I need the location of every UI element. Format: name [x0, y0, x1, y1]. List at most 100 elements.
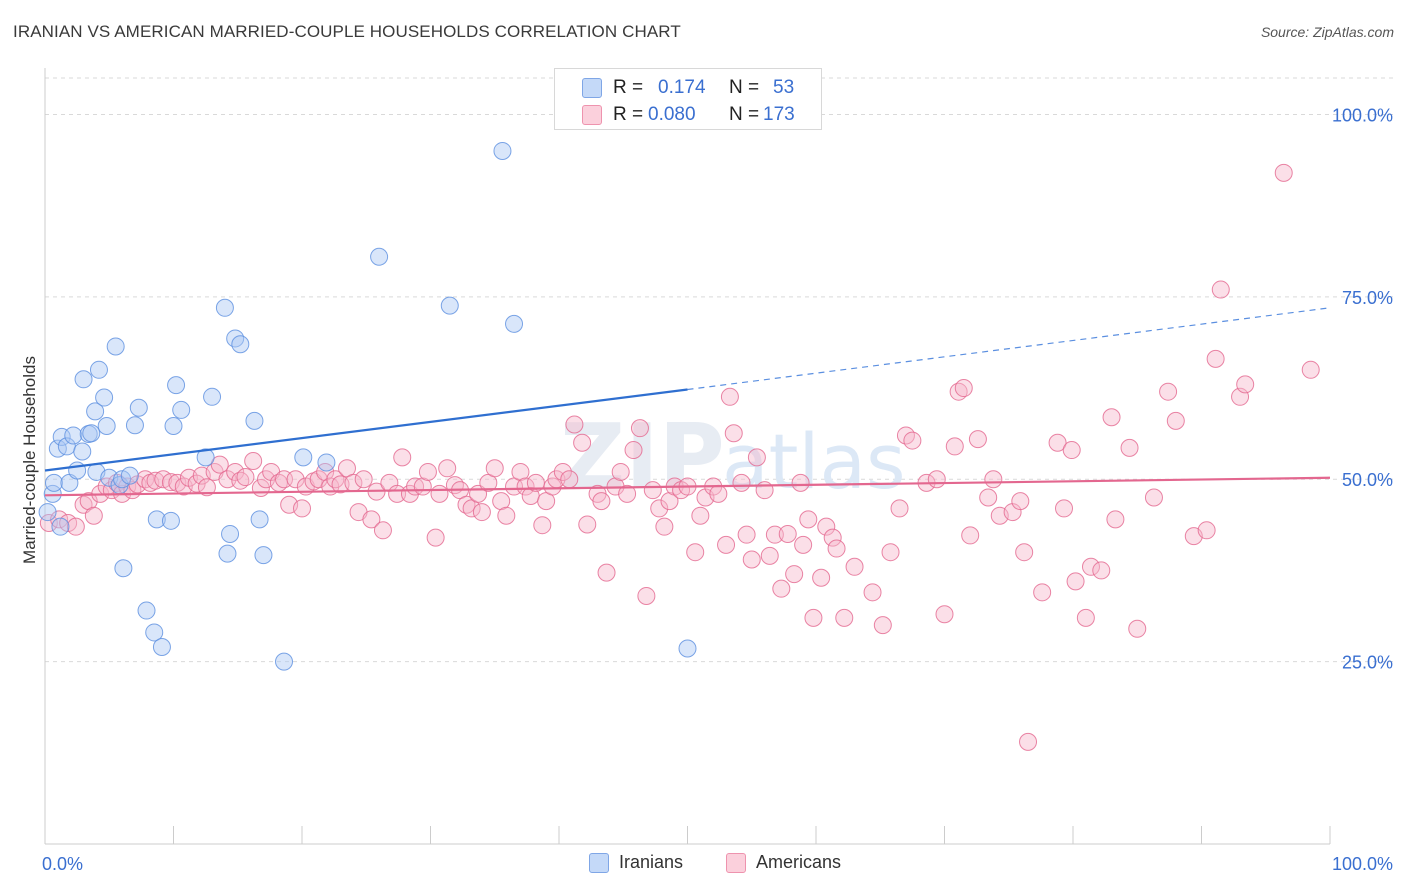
iranians-point	[97, 416, 116, 435]
y-axis-title: Married-couple Households	[20, 356, 39, 564]
americans-point	[845, 557, 864, 576]
watermark: ZIP atlas	[560, 405, 906, 510]
iranians-point	[218, 544, 237, 563]
bottom-legend: Iranians Americans	[0, 852, 1406, 878]
stats-row-americans: R = 0.080 N = 173	[555, 102, 821, 128]
americans-point	[1236, 375, 1255, 394]
americans-point	[1055, 499, 1074, 518]
iranians-point	[86, 402, 105, 421]
iranians-point	[678, 639, 697, 658]
americans-point	[293, 499, 311, 518]
americans-point	[881, 543, 900, 562]
americans-point	[236, 468, 255, 487]
americans-point	[231, 471, 250, 490]
iranians-point	[370, 247, 389, 266]
y-tick-label: 75.0%	[1342, 288, 1393, 308]
americans-point	[742, 550, 761, 569]
stats-swatch-iranians	[582, 78, 602, 98]
americans-point	[717, 535, 736, 554]
stats-r-value: 0.080	[648, 104, 696, 125]
stats-n-label: N =	[729, 104, 760, 125]
iranians-point	[44, 473, 63, 492]
iranians-point	[145, 623, 164, 642]
americans-point	[799, 510, 818, 529]
iranians-point	[161, 511, 180, 530]
americans-point	[50, 510, 69, 529]
americans-point	[438, 459, 457, 478]
legend-item-americans[interactable]: Americans	[726, 852, 841, 873]
iranians-point	[120, 466, 139, 485]
americans-point	[812, 568, 831, 587]
americans-point	[1206, 349, 1225, 368]
americans-point	[927, 470, 946, 489]
iranians-point	[152, 638, 171, 657]
americans-point	[1048, 433, 1067, 452]
americans-point	[485, 459, 504, 478]
iranians-point	[203, 387, 222, 406]
iranians-point	[221, 524, 240, 543]
iranians-point	[505, 314, 524, 333]
americans-point	[954, 379, 973, 398]
americans-point	[1011, 492, 1030, 511]
americans-point	[565, 415, 584, 434]
americans-point	[511, 462, 530, 481]
americans-point	[316, 462, 335, 481]
stats-swatch-americans	[582, 105, 602, 125]
americans-point	[1019, 732, 1038, 751]
americans-trend-line	[44, 476, 1331, 497]
americans-point	[691, 506, 710, 525]
americans-point	[979, 488, 998, 507]
americans-point	[430, 484, 449, 503]
label-layer: 25.0% 50.0% 75.0% 100.0% 0.0% 100.0% Married-c…	[20, 105, 1393, 874]
legend-item-iranians[interactable]: Iranians	[589, 852, 683, 873]
americans-point	[418, 462, 437, 481]
americans-point	[765, 525, 784, 544]
americans-point	[597, 563, 616, 582]
iranians-point	[172, 400, 191, 419]
iranians-point	[74, 370, 93, 389]
iranians-point	[52, 427, 71, 446]
americans-point	[655, 517, 674, 536]
americans-point	[709, 484, 728, 503]
iranians-point	[231, 335, 250, 354]
legend-swatch-iranians	[589, 852, 609, 873]
stats-r-label: R =	[613, 104, 644, 125]
americans-point	[755, 481, 774, 500]
iranians-point	[137, 601, 156, 620]
iranians-trend-extension	[687, 307, 1331, 391]
iranians-point	[164, 416, 183, 435]
americans-point	[492, 492, 511, 511]
iranians-point	[89, 360, 108, 379]
x-tick-label: 100.0%	[1332, 854, 1393, 874]
americans-point	[1015, 543, 1034, 562]
watermark-zip: ZIP	[560, 405, 725, 510]
iranians-point	[493, 141, 512, 160]
iranians-point	[129, 398, 148, 417]
americans-point	[331, 475, 350, 494]
stats-n-label: N =	[729, 77, 760, 98]
americans-point	[1301, 360, 1320, 379]
americans-point	[984, 470, 1003, 489]
americans-point	[1092, 561, 1111, 580]
americans-point	[1128, 619, 1147, 638]
americans-point	[835, 608, 854, 627]
americans-point	[553, 462, 572, 481]
iranians-trend-line	[44, 388, 688, 472]
iranians-point	[215, 298, 234, 317]
americans-point	[903, 431, 922, 450]
americans-point	[74, 495, 93, 514]
iranians-point	[254, 546, 273, 565]
americans-point	[794, 535, 813, 554]
americans-point	[1066, 572, 1085, 591]
americans-point	[720, 387, 739, 406]
americans-point	[362, 510, 381, 529]
americans-point	[1120, 438, 1139, 457]
americans-point	[1166, 411, 1185, 430]
iranians-point	[114, 559, 133, 578]
americans-point	[890, 499, 909, 518]
americans-point	[1159, 382, 1178, 401]
americans-point	[630, 419, 649, 438]
stats-r-label: R =	[613, 77, 644, 98]
chart-title: IRANIAN VS AMERICAN MARRIED-COUPLE HOUSE…	[13, 22, 681, 41]
